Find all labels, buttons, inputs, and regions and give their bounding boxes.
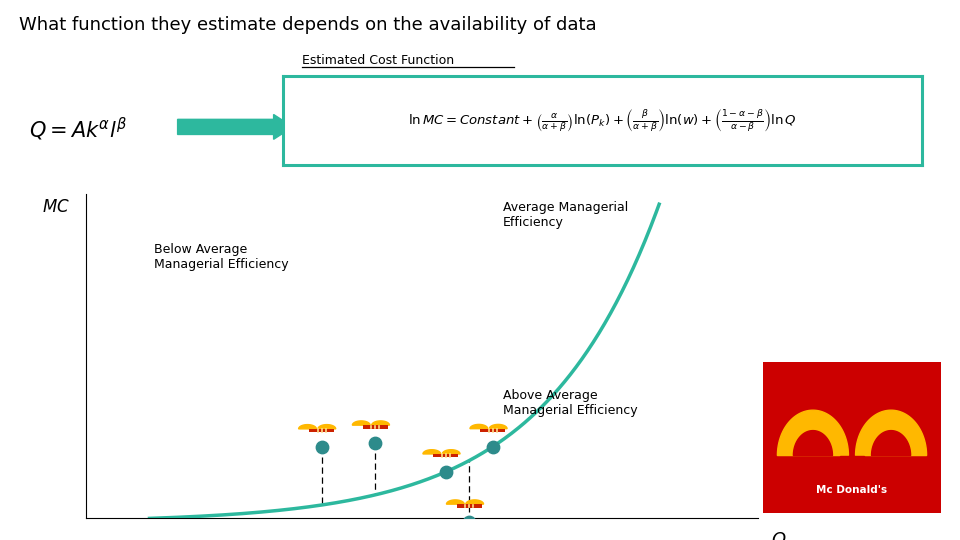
Polygon shape: [470, 424, 488, 429]
Polygon shape: [778, 410, 849, 456]
Point: [438, 468, 453, 476]
Text: Average Managerial
Efficiency: Average Managerial Efficiency: [503, 201, 628, 229]
Polygon shape: [446, 500, 465, 504]
Bar: [457, 504, 482, 508]
FancyArrow shape: [178, 114, 293, 139]
Text: Below Average
Managerial Efficiency: Below Average Managerial Efficiency: [154, 243, 288, 271]
Polygon shape: [423, 450, 441, 454]
Polygon shape: [466, 500, 484, 504]
Text: Mc Donald's: Mc Donald's: [816, 485, 888, 495]
Point: [485, 442, 501, 451]
Point: [462, 518, 477, 526]
Bar: [309, 429, 334, 433]
Bar: [480, 429, 506, 432]
Bar: [363, 425, 388, 429]
Polygon shape: [372, 421, 390, 425]
Point: [314, 442, 329, 451]
Text: $\ln MC = Constant + \left(\frac{\alpha}{\alpha+\beta}\right)\ln(P_k)+\left(\fra: $\ln MC = Constant + \left(\frac{\alpha}…: [408, 107, 797, 133]
Polygon shape: [793, 430, 832, 456]
Polygon shape: [299, 424, 317, 429]
Polygon shape: [443, 450, 460, 454]
Polygon shape: [318, 424, 336, 429]
Bar: [433, 454, 459, 457]
Text: $MC$: $MC$: [41, 198, 69, 215]
Text: What function they estimate depends on the availability of data: What function they estimate depends on t…: [19, 16, 597, 34]
Point: [368, 438, 383, 447]
Polygon shape: [872, 430, 911, 456]
FancyBboxPatch shape: [755, 354, 949, 521]
Polygon shape: [352, 421, 371, 425]
Polygon shape: [855, 410, 926, 456]
Text: $Q$: $Q$: [771, 530, 786, 540]
Polygon shape: [490, 424, 507, 429]
Text: $Q = Ak^{\alpha}l^{\beta}$: $Q = Ak^{\alpha}l^{\beta}$: [29, 116, 128, 143]
Polygon shape: [840, 456, 864, 505]
Text: Estimated Cost Function: Estimated Cost Function: [302, 55, 454, 68]
Text: Above Average
Managerial Efficiency: Above Average Managerial Efficiency: [503, 389, 637, 417]
